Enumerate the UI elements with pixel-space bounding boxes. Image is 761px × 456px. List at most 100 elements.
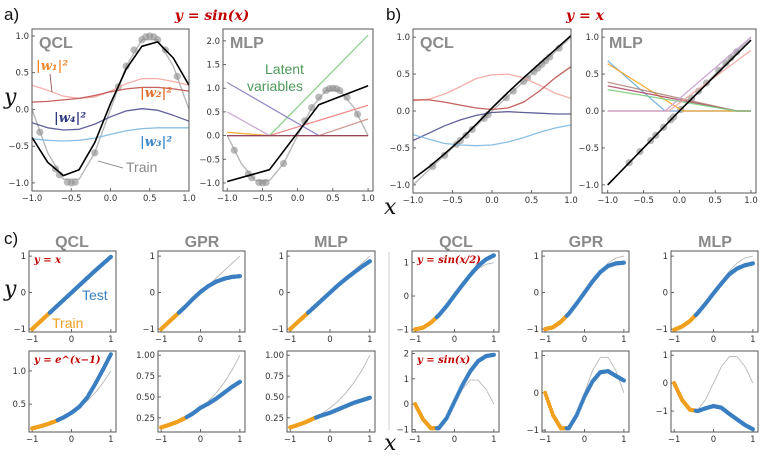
- y-tick-label: 0: [534, 289, 539, 299]
- y-tick-label: −1: [526, 325, 539, 335]
- x-tick-label: 0: [198, 335, 203, 345]
- x-tick-label: −1: [284, 435, 297, 445]
- fit-line: [226, 85, 369, 183]
- y-tick-label: 0.5: [585, 70, 599, 80]
- y-tick-label: 1.00: [265, 351, 284, 361]
- subplot-c-mlp-exp: −1 0 1 0.25 0.50 0.75 1.00: [265, 350, 376, 445]
- axes-frame: [157, 250, 246, 333]
- y-tick-label: 2.0: [206, 37, 220, 47]
- x-tick-label: 1: [237, 335, 242, 345]
- latent-line: [227, 104, 369, 137]
- train-point: [230, 146, 238, 154]
- axes-frame: [222, 28, 374, 192]
- x-tick-label: 0.5: [326, 194, 340, 204]
- latent-label: variables: [247, 78, 303, 94]
- x-tick-label: 1.0: [564, 196, 578, 206]
- subplot-c-qcl-x: −1 0 1 −1 0 1 y = x Test Train: [13, 250, 117, 345]
- y-tick-label: −1.0: [199, 179, 220, 189]
- latent-line: [32, 77, 189, 100]
- w1-label: |w₁|²: [36, 59, 68, 74]
- train-point: [441, 151, 449, 159]
- subplot-c-gpr-exp: −1 0 1 0.25 0.50 0.75 1.00: [136, 350, 246, 445]
- test-point: [237, 379, 242, 384]
- y-tick-label: 0: [663, 379, 668, 389]
- y-tick-label: 1: [534, 252, 539, 262]
- train-point: [308, 104, 316, 112]
- y-tick-label: 1: [404, 375, 409, 385]
- y-tick-label: 1.0: [12, 367, 26, 377]
- y-tick-label: −1.0: [389, 181, 410, 191]
- y-tick-label: −1: [142, 325, 155, 335]
- subplot-c-mlp-sin: −1 0 1 −1 0 1: [655, 350, 759, 445]
- fit-line: [607, 39, 752, 186]
- x-tick-label: 0: [711, 435, 716, 445]
- x-tick-label: −1: [409, 435, 422, 445]
- y-tick-label: 1.0: [585, 33, 599, 43]
- y-tick-label: 0: [534, 389, 539, 399]
- y-tick-label: 1: [150, 252, 155, 262]
- test-point: [491, 253, 496, 258]
- column-titles: QCL GPR MLP QCL GPR MLP: [55, 234, 732, 251]
- w3-label: |w₃|²: [140, 135, 172, 150]
- latent-line: [413, 124, 571, 147]
- subplot-c-mlp-sinhalf: −1 0 1 −1 0 1: [655, 250, 759, 345]
- y-tick-label: 0.5: [396, 70, 410, 80]
- axes-frame: [670, 350, 759, 433]
- train-point: [262, 178, 270, 187]
- y-tick-label: 0: [404, 292, 409, 302]
- axes-frame: [412, 28, 572, 194]
- train-point: [91, 149, 99, 157]
- y-tick-label: 0.25: [136, 414, 155, 424]
- x-tick-label: 0: [327, 435, 332, 445]
- x-tick-label: 0: [327, 335, 332, 345]
- axes-frame: [157, 350, 246, 433]
- train-point: [279, 159, 288, 168]
- latent-line: [607, 36, 752, 112]
- axes-frame: [541, 250, 630, 333]
- y-tick-label: −1: [396, 325, 409, 335]
- axes-frame: [411, 250, 500, 333]
- axes-frame: [28, 250, 117, 333]
- axes-frame: [541, 350, 630, 433]
- axes-frame: [670, 250, 759, 333]
- panel-title: MLP: [609, 35, 643, 52]
- train-point: [130, 46, 138, 54]
- x-tick-label: 0: [69, 435, 74, 445]
- y-tick-label: −1: [396, 425, 409, 435]
- test-point: [108, 352, 113, 357]
- y-tick-label: −1: [271, 325, 284, 335]
- train-point: [722, 59, 730, 67]
- y-tick-label: 2: [404, 350, 409, 360]
- x-tick-label: 0: [582, 335, 587, 345]
- y-tick-label: 1.0: [206, 84, 220, 94]
- fit-line: [413, 35, 571, 180]
- x-tick-label: 1: [750, 435, 755, 445]
- x-tick-label: 1: [491, 335, 496, 345]
- x-tick-label: 0: [711, 335, 716, 345]
- y-tick-label: 0.25: [265, 414, 284, 424]
- train-point: [71, 178, 79, 186]
- y-tick-label: 0: [150, 289, 155, 299]
- column-title: GPR: [569, 234, 604, 251]
- x-tick-label: −1: [409, 335, 422, 345]
- test-point: [750, 261, 755, 266]
- axes-frame: [286, 250, 376, 333]
- y-tick-label: −1: [655, 325, 668, 335]
- x-tick-label: −0.5: [633, 196, 654, 206]
- y-tick-label: 1: [663, 351, 668, 361]
- y-tick-label: −1: [13, 325, 26, 335]
- y-tick-label: 0.5: [15, 69, 29, 79]
- axes-frame: [28, 350, 117, 433]
- panel-title: QCL: [39, 35, 73, 52]
- x-tick-label: 0.5: [525, 196, 539, 206]
- y-tick-label: 1: [663, 252, 668, 262]
- latent-label: Latent: [265, 61, 304, 77]
- x-tick-label: 1: [237, 435, 242, 445]
- subplot-c-qcl-sin: −1 0 1 −1 0 1 2 y = sin(x): [396, 350, 500, 445]
- axes-frame: [411, 350, 500, 433]
- y-tick-label: 0.5: [206, 108, 220, 118]
- x-tick-label: 1: [367, 335, 372, 345]
- panel-b-label: b): [386, 5, 401, 24]
- panel-c-label: c): [4, 229, 18, 248]
